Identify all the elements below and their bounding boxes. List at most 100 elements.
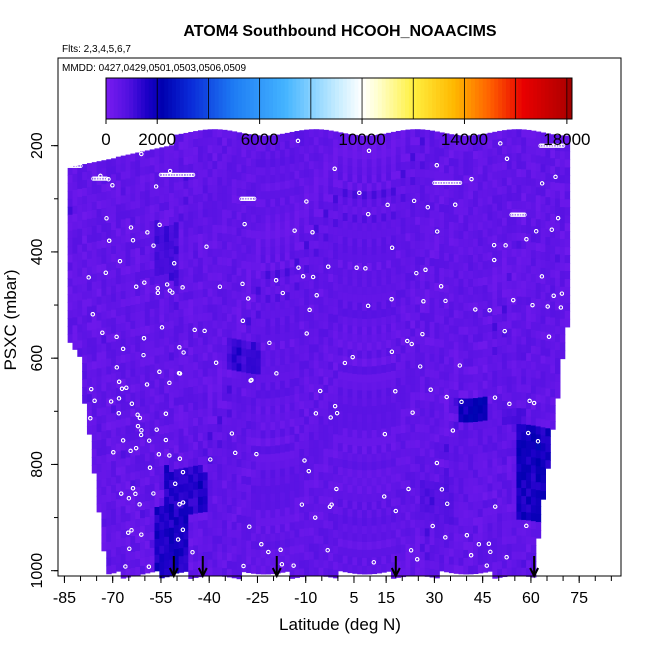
heatmap-cell bbox=[448, 508, 455, 518]
heatmap-cell bbox=[202, 488, 209, 497]
heatmap-cell bbox=[178, 277, 185, 286]
heatmap-cell bbox=[357, 350, 363, 360]
heatmap-cell bbox=[395, 481, 402, 491]
heatmap-cell bbox=[111, 325, 117, 335]
heatmap-cell bbox=[231, 513, 238, 523]
heatmap-cell bbox=[125, 433, 131, 443]
heatmap-cell bbox=[144, 341, 151, 351]
heatmap-cell bbox=[120, 530, 127, 539]
heatmap-cell bbox=[362, 374, 368, 384]
heatmap-cell bbox=[255, 183, 262, 192]
heatmap-cell bbox=[241, 189, 247, 198]
heatmap-cell bbox=[511, 304, 518, 314]
heatmap-cell bbox=[444, 539, 450, 549]
heatmap-cell bbox=[111, 405, 117, 414]
heatmap-cell bbox=[168, 240, 175, 250]
heatmap-cell bbox=[294, 561, 300, 570]
heatmap-cell bbox=[149, 476, 156, 485]
heatmap-cell bbox=[173, 445, 180, 454]
heatmap-cell bbox=[386, 363, 392, 373]
heatmap-cell bbox=[400, 496, 407, 506]
heatmap-cell bbox=[159, 545, 165, 555]
heatmap-cell bbox=[463, 541, 469, 551]
heatmap-cell bbox=[482, 516, 489, 525]
heatmap-cell bbox=[236, 212, 242, 221]
heatmap-cell bbox=[82, 371, 88, 380]
heatmap-cell bbox=[468, 502, 474, 511]
heatmap-cell bbox=[463, 207, 469, 216]
heatmap-cell bbox=[299, 170, 305, 179]
heatmap-cell bbox=[410, 320, 416, 330]
heatmap-cell bbox=[390, 203, 397, 213]
heatmap-cell bbox=[352, 421, 358, 431]
heatmap-cell bbox=[371, 198, 378, 208]
heatmap-cell bbox=[251, 294, 257, 303]
heatmap-cell bbox=[463, 438, 469, 447]
heatmap-cell bbox=[149, 268, 156, 278]
heatmap-cell bbox=[294, 234, 300, 244]
heatmap-cell bbox=[246, 166, 252, 175]
heatmap-cell bbox=[279, 508, 286, 517]
heatmap-cell bbox=[487, 387, 493, 397]
heatmap-cell bbox=[516, 320, 522, 330]
heatmap-cell bbox=[120, 203, 127, 213]
heatmap-cell bbox=[135, 383, 141, 393]
heatmap-cell bbox=[352, 174, 358, 184]
heatmap-cell bbox=[212, 384, 218, 393]
heatmap-cell bbox=[453, 405, 460, 415]
heatmap-cell bbox=[347, 349, 353, 358]
heatmap-cell bbox=[371, 525, 378, 535]
heatmap-cell bbox=[429, 361, 436, 371]
heatmap-cell bbox=[473, 143, 479, 152]
heatmap-cell bbox=[357, 143, 363, 152]
heatmap-cell bbox=[318, 161, 325, 170]
heatmap-cell bbox=[91, 361, 98, 370]
heatmap-cell bbox=[226, 289, 233, 299]
heatmap-cell bbox=[337, 331, 344, 341]
heatmap-cell bbox=[144, 525, 151, 534]
heatmap-cell bbox=[279, 532, 286, 541]
heatmap-cell bbox=[482, 237, 489, 246]
heatmap-cell bbox=[67, 310, 74, 319]
heatmap-cell bbox=[197, 504, 204, 514]
heatmap-cell bbox=[115, 308, 122, 317]
heatmap-cell bbox=[371, 541, 378, 551]
heatmap-cell bbox=[101, 216, 107, 225]
heatmap-cell bbox=[130, 544, 136, 553]
heatmap-cell bbox=[347, 492, 353, 502]
heatmap-cell bbox=[275, 373, 281, 383]
heatmap-cell bbox=[410, 280, 416, 290]
heatmap-cell bbox=[115, 531, 122, 540]
heatmap-cell bbox=[487, 523, 493, 532]
heatmap-cell bbox=[434, 474, 440, 483]
heatmap-cell bbox=[390, 474, 397, 484]
heatmap-cell bbox=[246, 476, 252, 486]
heatmap-cell bbox=[487, 491, 493, 500]
heatmap-cell bbox=[318, 288, 325, 298]
heatmap-cell bbox=[429, 170, 436, 180]
heatmap-cell bbox=[265, 326, 271, 336]
heatmap-cell bbox=[140, 446, 146, 455]
heatmap-cell bbox=[212, 192, 218, 202]
heatmap-cell bbox=[125, 274, 131, 283]
heatmap-cell bbox=[410, 137, 416, 146]
heatmap-cell bbox=[323, 512, 329, 521]
heatmap-cell bbox=[164, 504, 170, 514]
heatmap-cell bbox=[376, 405, 382, 415]
heatmap-cell bbox=[304, 257, 310, 266]
heatmap-cell bbox=[492, 522, 498, 531]
heatmap-cell bbox=[101, 431, 107, 440]
heatmap-cell bbox=[222, 185, 228, 195]
heatmap-cell bbox=[106, 374, 112, 383]
heatmap-cell bbox=[362, 526, 368, 535]
heatmap-cell bbox=[101, 231, 107, 241]
heatmap-cell bbox=[429, 552, 436, 562]
heatmap-cell bbox=[434, 362, 440, 372]
heatmap-cell bbox=[463, 406, 469, 416]
heatmap-cell bbox=[144, 262, 151, 271]
heatmap-cell bbox=[231, 242, 238, 252]
heatmap-cell bbox=[236, 467, 242, 476]
heatmap-cell bbox=[164, 273, 170, 283]
heatmap-cell bbox=[323, 313, 329, 322]
heatmap-cell bbox=[212, 519, 218, 529]
